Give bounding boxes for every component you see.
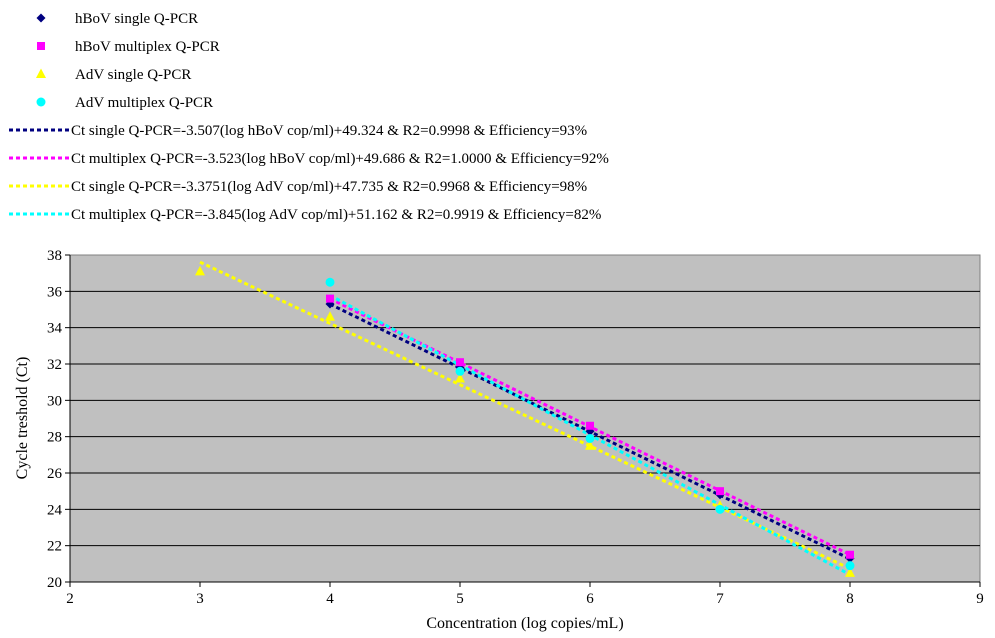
legend-label: hBoV multiplex Q-PCR xyxy=(75,39,220,55)
y-tick-label: 22 xyxy=(47,539,62,555)
y-tick-label: 28 xyxy=(47,430,62,446)
legend-label: Ct multiplex Q-PCR=-3.523(log hBoV cop/m… xyxy=(71,151,609,167)
x-tick-label: 9 xyxy=(976,591,984,607)
plot-background xyxy=(69,254,981,583)
legend-label: Ct multiplex Q-PCR=-3.845(log AdV cop/ml… xyxy=(71,207,601,223)
y-tick-label: 30 xyxy=(47,393,62,409)
y-tick-label: 26 xyxy=(47,466,63,482)
x-tick-label: 4 xyxy=(326,591,334,607)
data-point xyxy=(455,366,465,376)
legend: hBoV single Q-PCR hBoV multiplex Q-PCR AdV… xyxy=(9,11,609,223)
legend-marker xyxy=(36,13,46,23)
data-point xyxy=(715,504,725,514)
x-tick-label: 2 xyxy=(66,591,74,607)
data-point xyxy=(845,561,855,571)
legend-marker xyxy=(37,42,45,50)
y-tick-label: 38 xyxy=(47,248,62,264)
data-point xyxy=(455,373,465,383)
x-tick-label: 5 xyxy=(456,591,464,607)
data-point xyxy=(586,421,594,430)
plot-area xyxy=(69,254,981,583)
data-point xyxy=(325,311,335,321)
data-point xyxy=(716,487,724,496)
y-tick-label: 34 xyxy=(47,321,63,337)
legend-label: Ct single Q-PCR=-3.507(log hBoV cop/ml)+… xyxy=(71,123,587,139)
legend-label: AdV multiplex Q-PCR xyxy=(75,95,213,111)
legend-label: hBoV single Q-PCR xyxy=(75,11,198,27)
x-tick-label: 6 xyxy=(586,591,594,607)
data-point xyxy=(846,550,854,559)
legend-label: Ct single Q-PCR=-3.3751(log AdV cop/ml)+… xyxy=(71,179,587,195)
legend-marker xyxy=(36,68,46,78)
data-point xyxy=(585,440,595,450)
y-tick-label: 24 xyxy=(47,502,63,518)
data-point xyxy=(456,358,464,367)
y-tick-label: 36 xyxy=(47,284,63,300)
y-tick-label: 32 xyxy=(47,357,62,373)
data-point xyxy=(326,294,334,303)
x-axis-label: Concentration (log copies/mL) xyxy=(426,615,623,632)
x-tick-label: 7 xyxy=(716,591,724,607)
y-tick-label: 20 xyxy=(47,575,62,591)
legend-marker xyxy=(36,97,46,107)
x-tick-label: 3 xyxy=(196,591,204,607)
y-axis-label: Cycle treshold (Ct) xyxy=(14,357,31,480)
trendline xyxy=(199,260,851,571)
data-point xyxy=(845,567,855,577)
legend-label: AdV single Q-PCR xyxy=(75,67,191,83)
data-point xyxy=(195,265,205,276)
x-tick-label: 8 xyxy=(846,591,854,607)
data-point xyxy=(325,277,335,287)
data-point xyxy=(585,433,595,443)
